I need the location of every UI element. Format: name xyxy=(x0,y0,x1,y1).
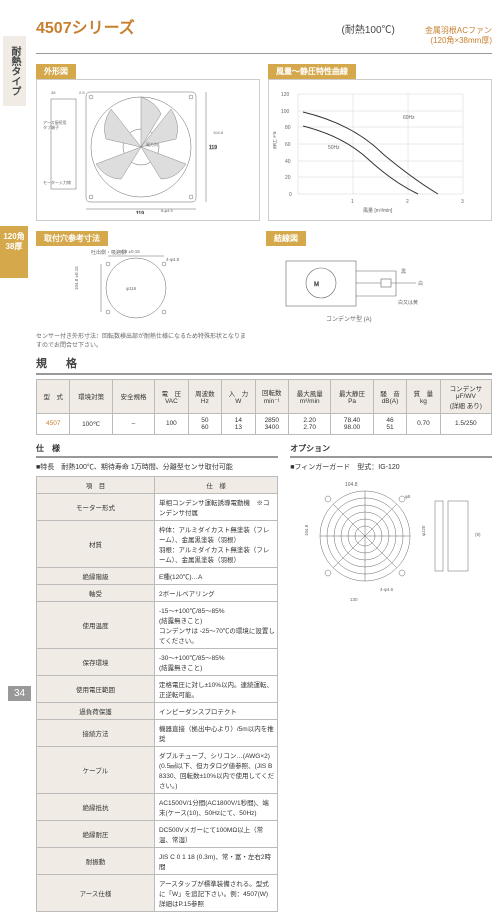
svg-text:1: 1 xyxy=(351,199,354,205)
svg-text:φ8: φ8 xyxy=(405,494,411,499)
curve-diagram: 120 100 80 60 40 20 0 1 2 3 60Hz 50Hz 静圧… xyxy=(268,79,492,221)
spec-header: 規 格 xyxy=(36,358,81,370)
svg-text:119: 119 xyxy=(136,211,144,214)
page-number: 34 xyxy=(8,686,31,701)
svg-text:白: 白 xyxy=(418,280,423,287)
svg-text:104.8: 104.8 xyxy=(304,524,309,536)
svg-text:黒: 黒 xyxy=(401,269,406,275)
option-header: オプション xyxy=(290,443,492,458)
svg-text:2.5: 2.5 xyxy=(79,90,85,95)
product-type: 金属羽根ACファン (120角×38mm厚) xyxy=(425,26,492,47)
mount-header: 取付穴参考寸法 xyxy=(36,231,108,246)
sidebar-type-label: 耐熱タイプ xyxy=(3,36,26,106)
svg-text:50Hz: 50Hz xyxy=(328,145,340,151)
svg-text:モーター入力線: モーター入力線 xyxy=(43,179,71,185)
svg-text:104.8 ±0.15: 104.8 ±0.15 xyxy=(116,249,140,254)
svg-text:4-φ4.6: 4-φ4.6 xyxy=(380,587,394,592)
svg-text:2: 2 xyxy=(406,199,409,205)
svg-text:104.8 ±0.15: 104.8 ±0.15 xyxy=(74,266,79,290)
svg-text:φ116: φ116 xyxy=(126,286,137,291)
svg-text:4-φ4.8: 4-φ4.8 xyxy=(166,257,180,262)
outline-header: 外形図 xyxy=(36,64,76,79)
detail-table: 項 目仕 様 モーター形式単相コンデンサ運転誘導電動機 ※コンデンサ付属材質枠体… xyxy=(36,476,278,912)
conn-diagram: M 黒 白 白又は黄 コンデンサ型 (A) xyxy=(266,246,466,328)
option-title: ■フィンガーガード 型式：IG-120 xyxy=(290,462,492,472)
feature-text: ■特長 耐熱100℃、期待寿命 1万時間、分離型センサ取付可能 xyxy=(36,462,278,472)
curve-header: 風量～静圧特性曲線 xyxy=(268,64,356,79)
svg-text:104.8: 104.8 xyxy=(345,482,358,488)
svg-text:0: 0 xyxy=(289,192,292,198)
svg-text:静圧 Pa: 静圧 Pa xyxy=(273,131,278,149)
svg-text:(9): (9) xyxy=(475,532,481,537)
mount-diagram: 吐出側・吸込側 104.8 ±0.15 4-φ4.8 φ116 104.8 ±0… xyxy=(36,246,246,328)
svg-text:φ120: φ120 xyxy=(421,525,426,536)
svg-text:8-φ4.5: 8-φ4.5 xyxy=(161,208,173,213)
guard-diagram: 104.8 φ8 (9) 4-φ4.6 104.8 φ120 130 xyxy=(290,476,492,608)
svg-text:M: M xyxy=(314,282,319,288)
mount-note: センサー付き外形寸法：回転数検出部が耐熱仕様になるため特殊形状となりますのでお問… xyxy=(36,331,246,349)
svg-text:80: 80 xyxy=(285,125,291,131)
conn-header: 結線図 xyxy=(266,231,306,246)
svg-text:風量 [m³/min]: 風量 [m³/min] xyxy=(363,207,393,214)
svg-text:白又は黄: 白又は黄 xyxy=(398,299,418,306)
svg-text:38: 38 xyxy=(51,90,56,95)
sidebar-size-block: 120角38厚 xyxy=(0,226,28,278)
svg-text:コンデンサ型 (A): コンデンサ型 (A) xyxy=(326,315,372,323)
heat-rating: (耐熱100℃) xyxy=(342,21,395,36)
svg-text:3: 3 xyxy=(461,199,464,205)
outline-diagram: 119 119 38 2.5 8-φ4.5 アース接続用 タブ端子 モーター入力… xyxy=(36,79,260,221)
svg-text:風方向: 風方向 xyxy=(146,141,158,147)
title-bar: 4507シリーズ (耐熱100℃) 金属羽根ACファン (120角×38mm厚) xyxy=(36,8,492,54)
spec-table: 型 式環境対策安全規格電 圧VAC周波数Hz入 力W回転数min⁻¹最大風量m³… xyxy=(36,379,492,435)
svg-text:120: 120 xyxy=(281,92,290,98)
svg-text:60: 60 xyxy=(285,142,291,148)
svg-text:20: 20 xyxy=(285,175,291,181)
detail-header: 仕 様 xyxy=(36,443,278,458)
svg-text:104.8: 104.8 xyxy=(213,130,224,135)
svg-text:40: 40 xyxy=(285,159,291,165)
svg-text:130: 130 xyxy=(350,597,358,602)
svg-text:100: 100 xyxy=(281,109,290,115)
svg-text:60Hz: 60Hz xyxy=(403,115,415,121)
series-title: 4507シリーズ xyxy=(36,14,342,38)
svg-text:119: 119 xyxy=(209,145,217,151)
svg-text:タブ端子: タブ端子 xyxy=(43,124,59,130)
